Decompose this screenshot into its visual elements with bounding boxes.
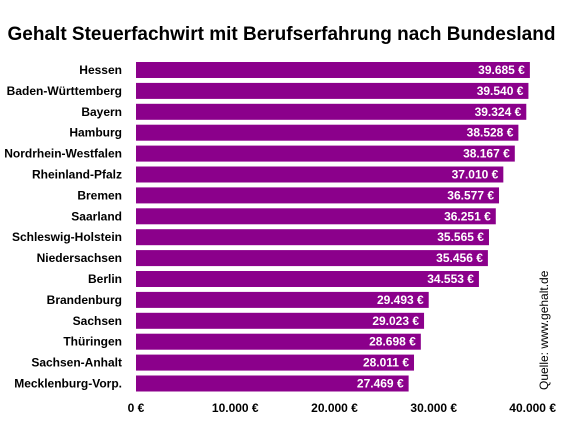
- category-label: Bayern: [81, 105, 122, 119]
- value-label: 35.565 €: [437, 230, 484, 244]
- category-label: Sachsen: [73, 314, 122, 328]
- bar: [136, 333, 421, 350]
- x-tick-label: 0 €: [128, 401, 145, 415]
- value-label: 38.167 €: [463, 147, 510, 161]
- source-label: Quelle: www.gehalt.de: [537, 270, 551, 390]
- category-labels: Hessen Baden-Württemberg Bayern Hamburg Nord…: [4, 63, 122, 391]
- category-label: Hessen: [79, 63, 122, 77]
- bar: [136, 250, 488, 267]
- bar: [136, 291, 429, 308]
- value-label: 39.324 €: [475, 105, 522, 119]
- bar: [136, 62, 530, 78]
- value-label: 27.469 €: [357, 377, 404, 391]
- bar: [136, 82, 529, 99]
- category-label: Niedersachsen: [37, 251, 122, 265]
- value-label: 34.553 €: [427, 272, 474, 286]
- x-tick-label: 20.000 €: [311, 401, 358, 415]
- bar: [136, 145, 515, 162]
- bar: [136, 271, 479, 287]
- category-label: Rheinland-Pfalz: [32, 168, 122, 182]
- bar: [136, 103, 527, 120]
- x-axis-ticks: 0 € 10.000 € 20.000 € 30.000 € 40.000 €: [128, 401, 557, 415]
- value-label: 39.540 €: [477, 84, 524, 98]
- bar: [136, 229, 489, 246]
- category-label: Hamburg: [69, 126, 122, 140]
- bar: [136, 208, 496, 225]
- category-label: Nordrhein-Westfalen: [4, 147, 122, 161]
- value-label: 37.010 €: [452, 168, 499, 182]
- value-label: 28.011 €: [363, 356, 409, 370]
- bar: [136, 375, 409, 392]
- value-label: 29.023 €: [372, 314, 419, 328]
- x-tick-label: 30.000 €: [410, 401, 457, 415]
- chart-title: Gehalt Steuerfachwirt mit Berufserfahrun…: [7, 24, 556, 45]
- x-tick-label: 10.000 €: [212, 401, 259, 415]
- bar: [136, 312, 425, 329]
- x-tick-label: 40.000 €: [509, 401, 556, 415]
- category-label: Mecklenburg-Vorp.: [14, 377, 122, 391]
- bar: [136, 124, 519, 141]
- bar: [136, 187, 500, 204]
- bar: [136, 166, 504, 183]
- category-label: Schleswig-Holstein: [12, 230, 122, 244]
- category-label: Bremen: [77, 188, 122, 202]
- category-label: Sachsen-Anhalt: [31, 356, 122, 370]
- value-label: 29.493 €: [377, 293, 424, 307]
- bar: [136, 354, 415, 371]
- value-label: 28.698 €: [369, 335, 416, 349]
- category-label: Brandenburg: [47, 293, 122, 307]
- value-label: 38.528 €: [467, 126, 514, 140]
- value-labels: 39.685 € 39.540 € 39.324 € 38.528 € 38.167 €…: [357, 63, 525, 391]
- value-label: 39.685 €: [478, 63, 525, 77]
- category-label: Berlin: [88, 272, 122, 286]
- category-label: Saarland: [71, 209, 122, 223]
- value-label: 35.456 €: [436, 251, 483, 265]
- value-label: 36.251 €: [444, 209, 491, 223]
- bars-layer: [136, 62, 530, 392]
- value-label: 36.577 €: [447, 188, 494, 202]
- category-label: Thüringen: [63, 335, 122, 349]
- category-label: Baden-Württemberg: [7, 84, 122, 98]
